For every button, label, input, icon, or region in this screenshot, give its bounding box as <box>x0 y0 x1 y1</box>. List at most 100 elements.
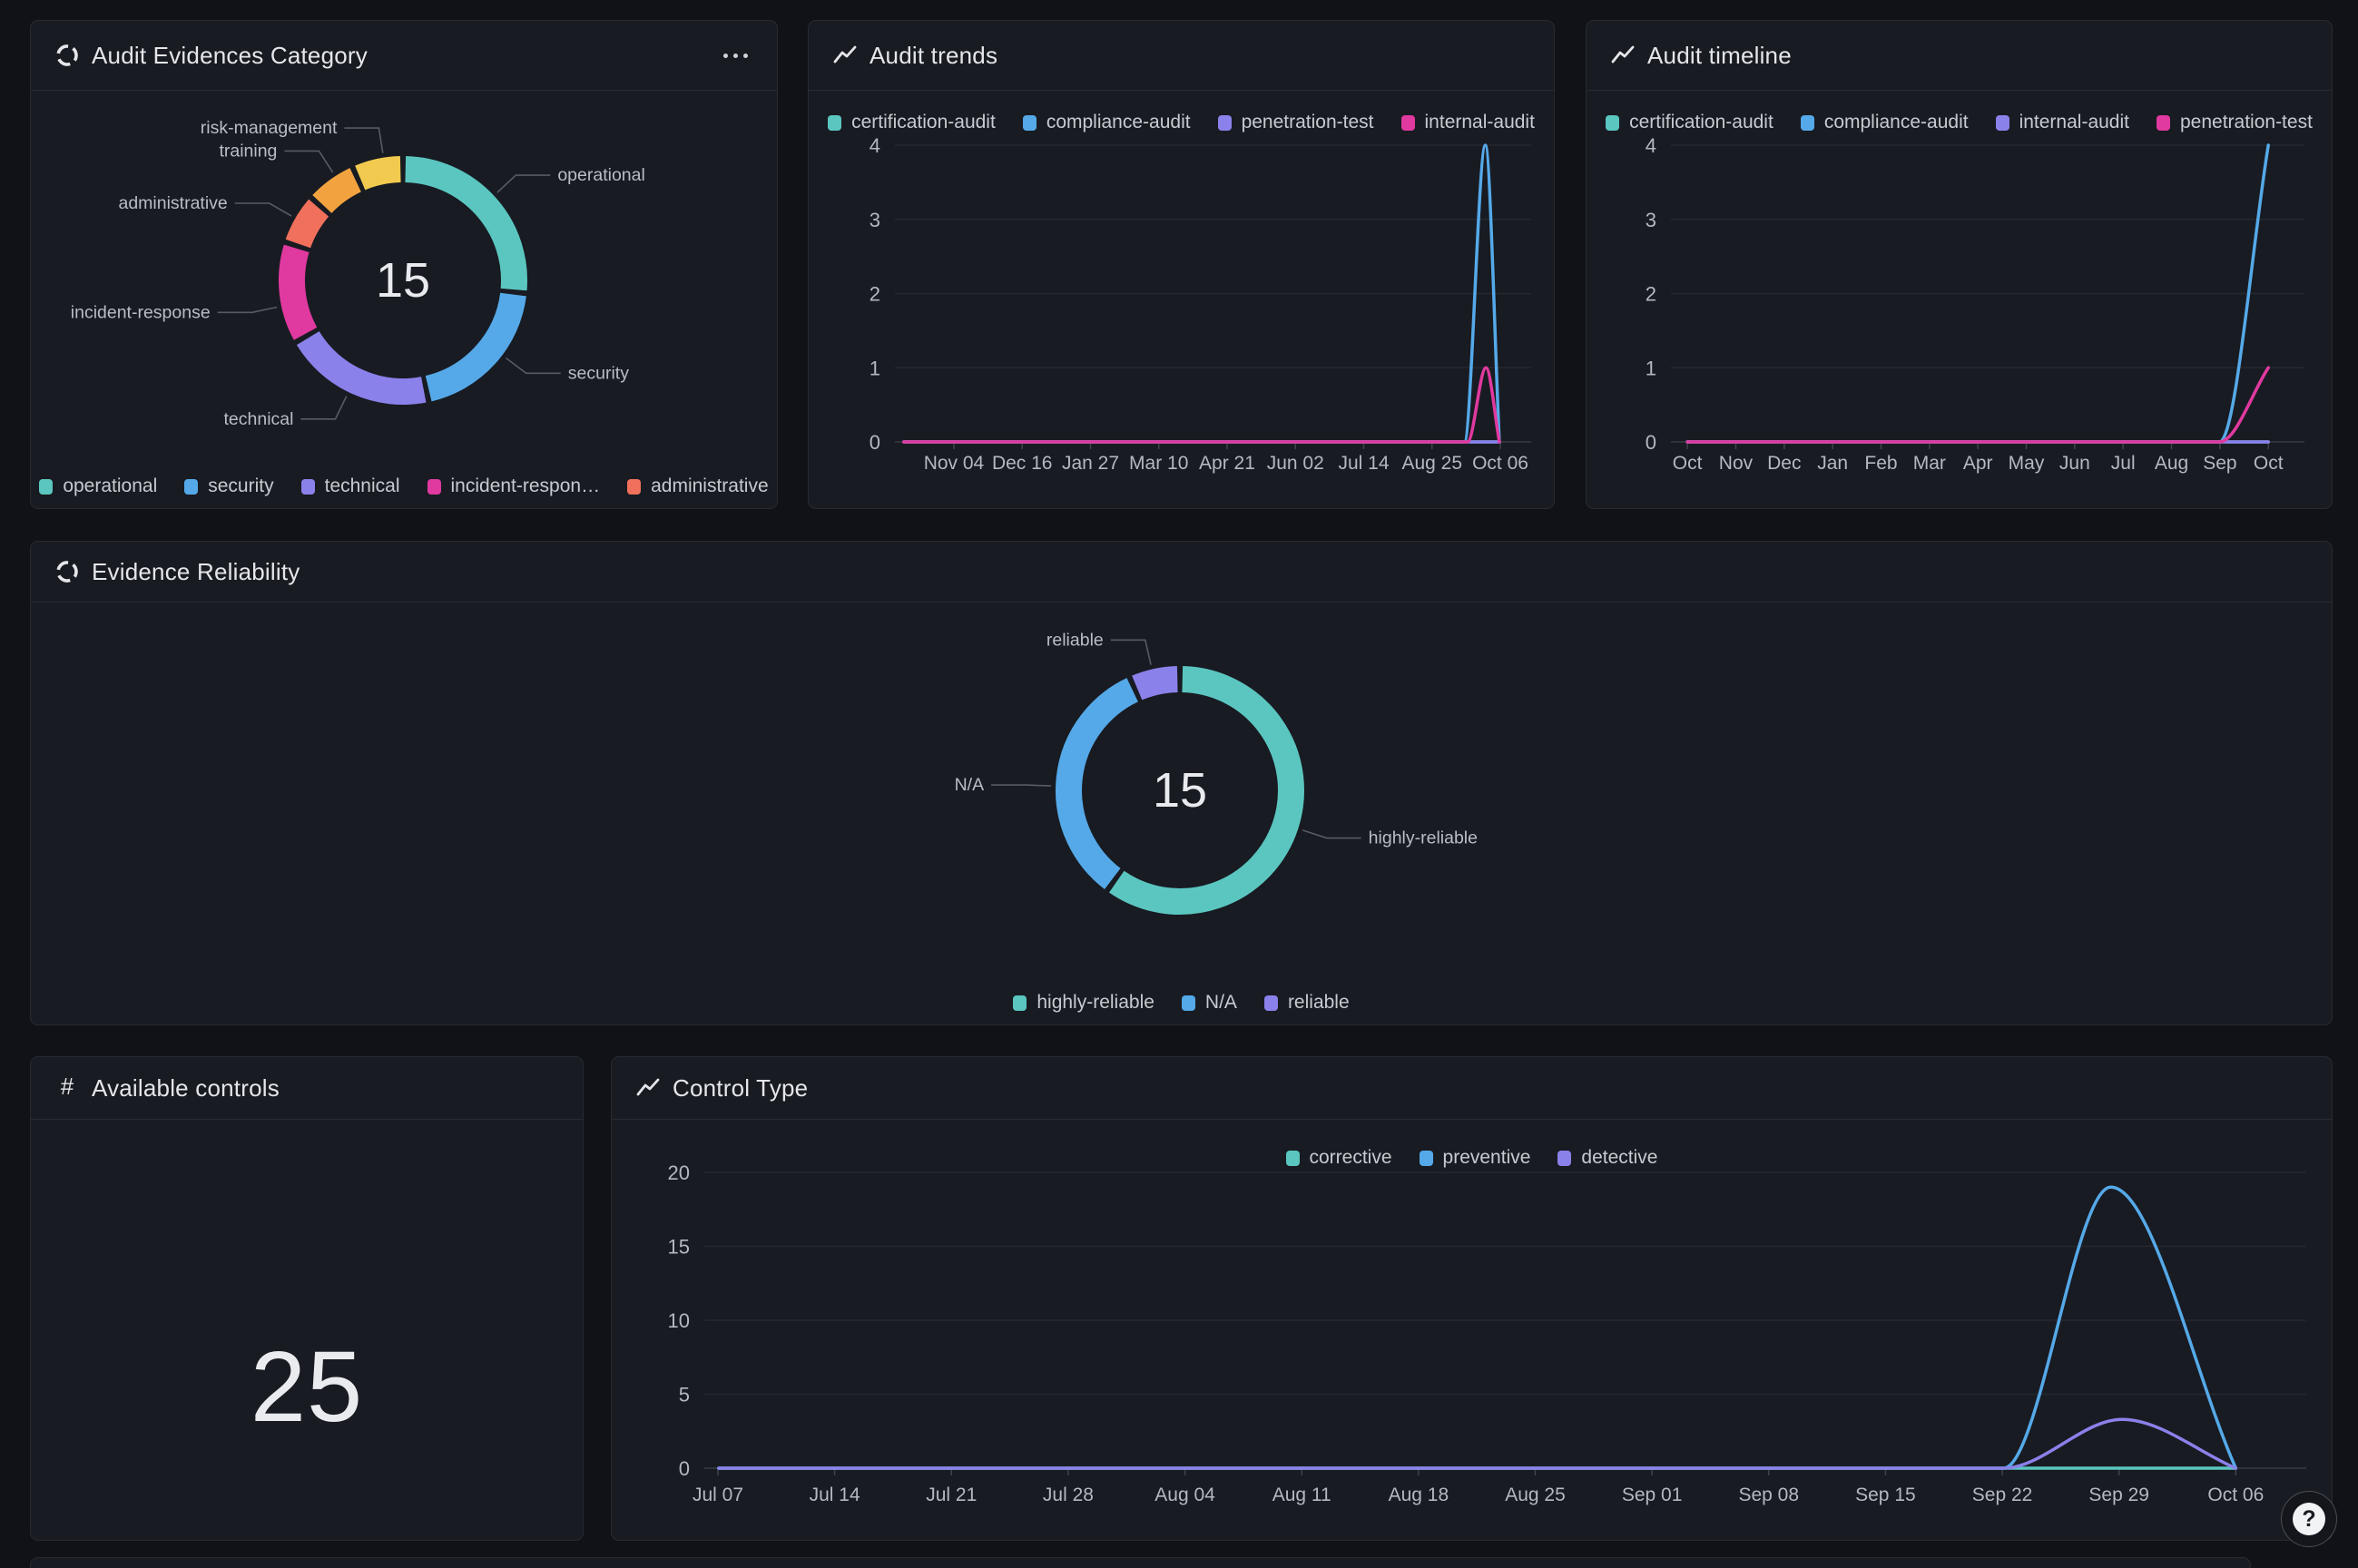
legend-label: certification-audit <box>851 112 996 132</box>
legend-item[interactable]: N/A <box>1181 992 1237 1014</box>
legend-swatch <box>1995 114 2009 131</box>
panel-header: Audit timeline <box>1587 21 2332 91</box>
donut-slice-risk-management[interactable] <box>355 156 402 191</box>
legend-label: reliable <box>1287 992 1350 1013</box>
legend-item[interactable]: penetration-test <box>1217 112 1374 133</box>
callout-leader <box>284 150 334 173</box>
x-tick-label: Dec 16 <box>992 453 1053 474</box>
legend-label: operational <box>63 475 158 496</box>
callout-label: reliable <box>1046 630 1104 650</box>
x-tick-label: Oct 06 <box>2207 1485 2264 1505</box>
x-tick-label: Jan <box>1817 453 1848 474</box>
panel-header: Control Type <box>612 1057 2332 1120</box>
legend-swatch <box>828 114 842 131</box>
legend-item[interactable]: administrative <box>627 475 769 497</box>
panel-title: Audit Evidences Category <box>92 41 368 69</box>
legend-label: internal-audit <box>2019 112 2129 132</box>
panel-title: Audit timeline <box>1647 41 1792 69</box>
callout-label: N/A <box>955 775 985 795</box>
line-chart: 0 1 2 3 4 Nov 04 Dec 16 Jan 27 Mar 10 Apr 21 Jun 0… <box>870 134 1531 474</box>
callout-leader <box>496 174 551 193</box>
legend-swatch <box>1800 114 1814 131</box>
legend-item[interactable]: highly-reliable <box>1013 992 1154 1014</box>
line-chart: 0 1 2 3 4 Oct Nov Dec Jan Feb Mar Apr May Jun Jul Aug Se… <box>1646 134 2304 474</box>
donut-slice-N/A[interactable] <box>1056 678 1139 889</box>
callout-label: security <box>568 363 629 383</box>
panel-header: Audit Evidences Category <box>31 21 777 91</box>
y-tick-label: 4 <box>1646 134 1656 157</box>
legend-item[interactable]: preventive <box>1419 1147 1530 1169</box>
legend-item[interactable]: internal-audit <box>1400 112 1535 133</box>
donut-slice-training[interactable] <box>312 168 362 214</box>
donut-chart-icon <box>54 43 80 68</box>
x-tick-label: Jul <box>2111 453 2136 474</box>
help-button[interactable]: ? <box>2281 1491 2337 1547</box>
donut-chart: operational security technical incident-res… <box>71 118 645 429</box>
callout-leader <box>1302 829 1361 839</box>
legend-label: security <box>208 475 274 496</box>
legend-item[interactable]: internal-audit <box>1995 112 2129 133</box>
x-tick-label: Jun 02 <box>1267 453 1324 474</box>
panel-body: 0 1 2 3 4 Nov 04 Dec 16 Jan 27 Mar 10 Apr 21 Jun 0… <box>809 90 1554 508</box>
legend-label: administrative <box>651 475 769 496</box>
y-tick-label: 15 <box>668 1236 690 1259</box>
legend-item[interactable]: compliance-audit <box>1022 112 1191 133</box>
legend-item[interactable]: operational <box>39 475 157 497</box>
legend-item[interactable]: technical <box>300 475 400 497</box>
y-tick-label: 1 <box>870 357 880 379</box>
legend-item[interactable]: corrective <box>1285 1147 1392 1169</box>
donut-slice-incident-response[interactable] <box>279 244 318 340</box>
y-tick-label: 0 <box>870 431 880 454</box>
legend-item[interactable]: penetration-test <box>2156 112 2313 133</box>
x-tick-label: Aug 11 <box>1272 1485 1331 1505</box>
more-horizontal-icon[interactable] <box>718 48 753 64</box>
legend-label: penetration-test <box>1241 112 1374 132</box>
legend-item[interactable]: detective <box>1557 1147 1657 1169</box>
x-tick-label: Jul 14 <box>810 1485 860 1505</box>
legend-item[interactable]: compliance-audit <box>1800 112 1969 133</box>
line-chart: 0 5 10 15 20 Jul 07 Jul 14 Jul 21 Jul 28 Aug 04 Au… <box>668 1161 2306 1505</box>
series-penetration-test <box>1685 366 2270 444</box>
callout-leader <box>234 202 292 217</box>
x-tick-label: Dec <box>1767 453 1801 474</box>
panel-audit-evidences-category: Audit Evidences Category operational secu… <box>30 20 778 509</box>
callout-leader <box>991 784 1052 787</box>
legend-item[interactable]: certification-audit <box>828 112 996 133</box>
help-icon: ? <box>2293 1503 2325 1535</box>
legend-swatch <box>1400 114 1415 131</box>
trend-icon <box>1610 43 1636 68</box>
legend-label: detective <box>1581 1147 1658 1168</box>
donut-total: 15 <box>376 253 430 308</box>
donut-slice-operational[interactable] <box>405 156 527 291</box>
legend-item[interactable]: incident-respon… <box>427 475 600 497</box>
panel-audit-trends: Audit trends 0 1 2 3 4 Nov 04 Dec 16 Jan 27 Mar … <box>808 20 1555 509</box>
x-tick-label: Nov <box>1719 453 1754 474</box>
donut-slice-administrative[interactable] <box>285 199 329 249</box>
x-tick-label: Sep 01 <box>1622 1485 1683 1505</box>
x-tick-label: Sep 29 <box>2088 1485 2149 1505</box>
series-detective <box>717 1417 2238 1470</box>
legend-item[interactable]: security <box>184 475 274 497</box>
panel-body: 0 1 2 3 4 Oct Nov Dec Jan Feb Mar Apr May Jun Jul Aug Se… <box>1587 90 2332 508</box>
donut-slice-reliable[interactable] <box>1132 666 1179 701</box>
panel-body: 25 <box>31 1119 583 1540</box>
legend-item[interactable]: certification-audit <box>1606 112 1773 133</box>
y-tick-label: 3 <box>1646 209 1656 231</box>
panel-title: Audit trends <box>870 41 998 69</box>
panel-control-type: Control Type 0 5 10 15 20 Jul 07 Jul 14 Jul 21 J… <box>611 1056 2333 1541</box>
callout-label: risk-management <box>201 118 338 138</box>
callout-leader <box>505 357 561 375</box>
legend-item[interactable]: reliable <box>1263 992 1350 1014</box>
x-tick-label: Mar 10 <box>1129 453 1188 474</box>
y-tick-label: 2 <box>1646 283 1656 306</box>
legend-swatch <box>1263 995 1278 1011</box>
donut-slice-security[interactable] <box>425 292 526 402</box>
legend-swatch <box>1022 114 1037 131</box>
x-tick-label: Oct <box>2254 453 2284 474</box>
panel-header: Evidence Reliability <box>31 542 2332 603</box>
y-tick-label: 0 <box>679 1457 690 1480</box>
donut-slice-highly-reliable[interactable] <box>1109 666 1304 915</box>
donut-slice-technical[interactable] <box>296 330 427 405</box>
x-tick-label: Jul 14 <box>1338 453 1389 474</box>
